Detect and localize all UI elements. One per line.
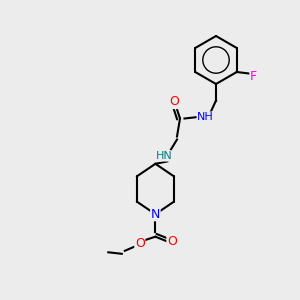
Text: O: O bbox=[167, 235, 177, 248]
Text: N: N bbox=[151, 208, 160, 221]
Text: NH: NH bbox=[197, 112, 214, 122]
Text: F: F bbox=[250, 70, 257, 83]
Text: O: O bbox=[135, 237, 145, 250]
Text: O: O bbox=[170, 95, 179, 109]
Text: HN: HN bbox=[156, 151, 173, 161]
